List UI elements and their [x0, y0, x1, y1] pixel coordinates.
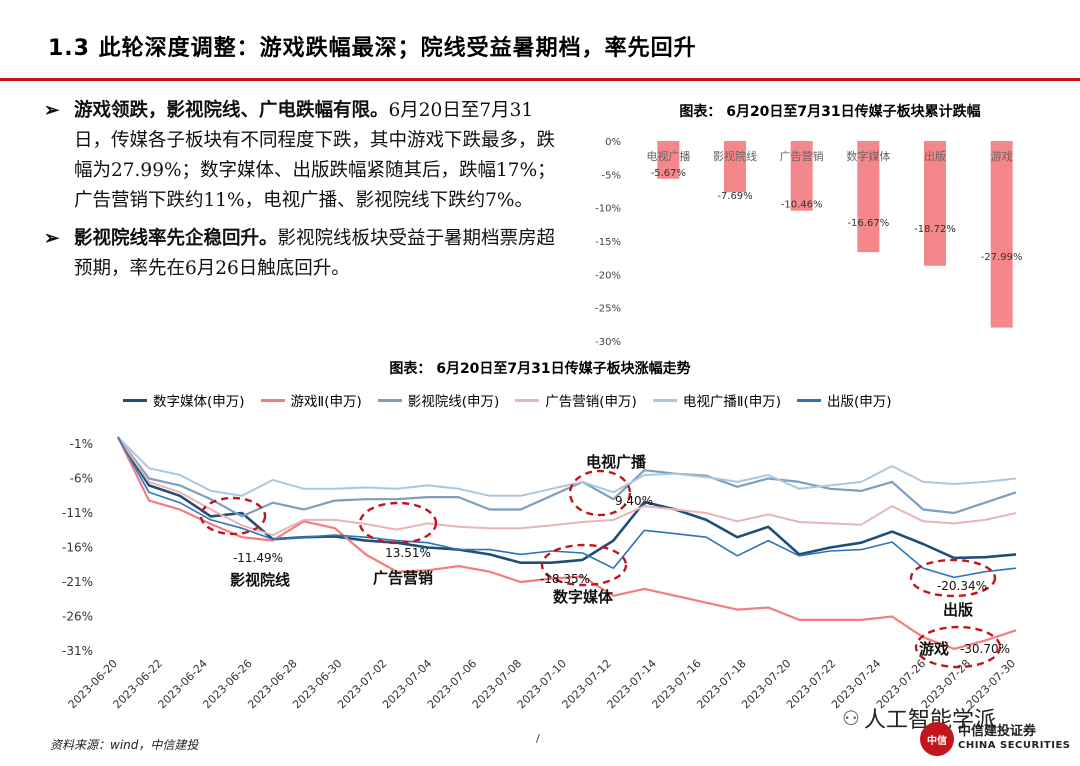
annotation-label: 影视院线 [230, 571, 290, 589]
bar-value-label: -5.67% [651, 168, 686, 179]
bar-y-tick-label: -20% [595, 270, 621, 281]
page-number: / [536, 732, 540, 745]
legend-label: 广告营销(申万) [545, 394, 637, 410]
source-note: 资料来源：wind，中信建投 [50, 738, 199, 752]
annotation-label: 出版 [943, 601, 973, 619]
annotation-value: 13.51% [385, 546, 431, 560]
bar-value-label: -7.69% [717, 191, 752, 202]
legend-swatch [652, 398, 677, 402]
legend-item: 影视院线(申万) [377, 390, 500, 410]
bullet-body: 6月20日至7月31日，传媒各子板块有不同程度下跌，其中游戏下跌最多，跌幅为27… [74, 100, 556, 211]
legend-label: 影视院线(申万) [407, 394, 500, 410]
bar-y-tick-label: -25% [595, 304, 621, 315]
series-line [117, 436, 1017, 537]
legend-swatch [260, 398, 285, 402]
bullet-arrow-icon: ➢ [44, 100, 60, 121]
bar-y-tick-label: -10% [595, 204, 621, 215]
legend-label: 电视广播Ⅱ(申万) [682, 394, 782, 410]
line-y-tick-label: -16% [62, 541, 93, 555]
annotation-value: -18.35% [540, 572, 590, 586]
legend-item: 游戏Ⅱ(申万) [260, 390, 362, 410]
line-chart-title: 图表： 6月20日至7月31日传媒子板块涨幅走势 [389, 361, 691, 377]
annotation-ellipse [199, 496, 267, 536]
line-y-tick-label: -11% [62, 506, 93, 520]
legend-item: 电视广播Ⅱ(申万) [652, 390, 782, 410]
line-chart-legend: 数字媒体(申万) 游戏Ⅱ(申万) 影视院线(申万) 广告营销(申万) 电视广播Ⅱ(申万)… [123, 390, 892, 410]
line-y-tick-label: -31% [62, 644, 93, 658]
logo-en-text: CHINA SECURITIES [958, 740, 1071, 751]
bullet-arrow-icon: ➢ [44, 228, 60, 249]
title-divider [0, 78, 1080, 81]
bar-category-label: 广告营销 [780, 149, 824, 163]
company-logo: 中信 中信建投证券 CHINA SECURITIES [920, 722, 1071, 756]
bar-category-label: 电视广播 [646, 149, 690, 163]
bar-y-tick-label: 0% [605, 137, 621, 148]
bullet-body: 影视院线板块受益于暑期档票房超预期，率先在6月26日触底回升。 [74, 228, 556, 279]
bar-category-label: 数字媒体 [846, 149, 890, 163]
bar-y-tick-label: -30% [595, 337, 621, 348]
annotation-value: -20.34% [937, 579, 987, 593]
annotation-ellipse [358, 501, 438, 545]
bullet-list: ➢ 游戏领跌，影视院线、广电跌幅有限。6月20日至7月31日，传媒各子板块有不同… [44, 96, 564, 292]
bar-y-tick-label: -15% [595, 237, 621, 248]
annotation-label: 游戏 [919, 640, 949, 658]
bar-value-label: -10.46% [781, 199, 823, 210]
series-line [117, 436, 1017, 518]
bar-value-label: -18.72% [914, 224, 956, 235]
bar [724, 141, 746, 193]
annotation-label: 电视广播 [586, 453, 647, 471]
legend-item: 出版(申万) [797, 390, 892, 410]
legend-label: 游戏Ⅱ(申万) [290, 394, 362, 410]
legend-swatch [123, 398, 147, 402]
bar [857, 141, 880, 253]
legend-swatch [515, 398, 540, 402]
bar [657, 141, 680, 179]
bar-category-label: 出版 [924, 149, 946, 163]
annotation-ellipse [909, 558, 997, 598]
legend-item: 数字媒体(申万) [123, 390, 245, 410]
annotation-value: -11.49% [233, 551, 283, 565]
bar-category-label: 游戏 [991, 150, 1013, 163]
bar-value-label: -27.99% [981, 252, 1023, 263]
bar-chart-title: 图表： 6月20日至7月31日传媒子板块累计跌幅 [679, 104, 981, 120]
series-line [117, 436, 1017, 579]
bar-category-label: 影视院线 [713, 149, 757, 163]
bar-chart: 0% -5% -10% -15% -20% -25% -30% 电视广播 -5.67% 影视院线 -… [595, 137, 1023, 348]
annotation-ellipse [540, 543, 628, 587]
bar-y-tick-label: -5% [602, 170, 621, 181]
legend-swatch [377, 398, 402, 402]
bullet-lead: 游戏领跌，影视院线、广电跌幅有限。 [74, 100, 389, 121]
bullet-item: ➢ 影视院线率先企稳回升。影视院线板块受益于暑期档票房超预期，率先在6月26日触… [44, 224, 564, 284]
annotation-ellipse [568, 469, 632, 517]
legend-label: 出版(申万) [827, 394, 892, 410]
bullet-lead: 影视院线率先企稳回升。 [74, 228, 278, 249]
series-line [117, 436, 1017, 650]
series-line [117, 436, 1017, 497]
logo-cn-text: 中信建投证券 [958, 724, 1037, 739]
page-title: 1.3 此轮深度调整：游戏跌幅最深；院线受益暑期档，率先回升 [48, 36, 697, 61]
line-y-tick-label: -26% [62, 610, 93, 624]
logo-mark-icon: 中信 [920, 722, 954, 756]
legend-swatch [797, 398, 822, 402]
legend-item: 广告营销(申万) [515, 390, 637, 410]
series-line [116, 436, 1017, 564]
bar [990, 141, 1013, 328]
line-y-tick-label: -1% [70, 437, 93, 451]
annotation-value: -30.70% [960, 642, 1010, 656]
annotation-ellipse [914, 625, 1002, 669]
line-y-tick-label: -21% [62, 575, 93, 589]
bar-value-label: -16.67% [847, 218, 889, 229]
line-y-tick-label: -6% [70, 472, 93, 486]
wechat-icon: ⚇ [842, 706, 860, 730]
annotation-label: 数字媒体 [553, 588, 614, 606]
annotation-value: 9.40% [615, 494, 653, 508]
legend-label: 数字媒体(申万) [153, 394, 245, 410]
bar [790, 141, 813, 211]
annotation-label: 广告营销 [373, 569, 433, 587]
bar [924, 141, 946, 266]
line-chart: -1%-6%-11%-16%-21%-26%-31%2023-06-202023… [62, 436, 1018, 711]
bullet-item: ➢ 游戏领跌，影视院线、广电跌幅有限。6月20日至7月31日，传媒各子板块有不同… [44, 96, 564, 216]
